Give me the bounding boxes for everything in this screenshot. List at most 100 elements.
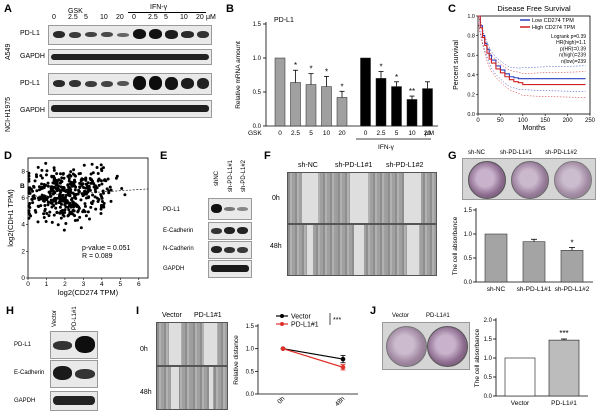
scatter-point <box>52 181 56 185</box>
series-line <box>282 348 344 368</box>
scatter-point <box>55 172 59 176</box>
scatter-point <box>35 189 39 193</box>
blot-a549-gapdh <box>48 49 212 65</box>
panel-label-b: B <box>226 3 234 15</box>
wound-image-0h-f <box>287 172 437 224</box>
scatter-point <box>78 215 82 219</box>
scatter-point <box>44 161 48 165</box>
scatter-point <box>99 212 103 216</box>
scatter-point <box>40 168 44 172</box>
scatter-point <box>82 208 86 212</box>
row-0h-i: 0h <box>140 346 148 353</box>
x-prefix-label: GSK <box>248 130 262 137</box>
scatter-point <box>70 181 74 185</box>
scatter-point <box>55 196 59 200</box>
y-tick-label: 1.5 <box>253 22 262 28</box>
stats-text: n(low)=239 <box>561 59 586 65</box>
lane-vector-h: Vector <box>52 309 58 327</box>
significance-mark: * <box>570 238 573 247</box>
scatter-point <box>69 174 73 178</box>
x-tick-label: 20 <box>424 130 432 137</box>
scatter-point <box>27 204 31 208</box>
dish-label-j-1: Vector <box>392 313 410 319</box>
colony-image-j <box>382 322 470 370</box>
y-tick-label: 4 <box>21 222 25 229</box>
scatter-point <box>91 171 95 175</box>
scatter-point <box>54 186 58 190</box>
x-tick-label: 0 <box>278 130 282 137</box>
confidence-band-upper <box>477 15 586 69</box>
regression-line <box>27 188 149 197</box>
x-tick-label: 48h <box>334 395 347 408</box>
scatter-point <box>93 195 97 199</box>
scatter-point <box>36 165 40 169</box>
bar <box>360 57 371 127</box>
scatter-point <box>72 205 76 209</box>
scatter-point <box>48 192 52 196</box>
lane-shpdl1-2: sh-PD-L1#2 <box>241 159 247 192</box>
scatter-point <box>79 226 83 230</box>
stats-text: n(high)=239 <box>559 53 586 59</box>
protein-label-h-pdl1: PD-L1 <box>14 342 32 348</box>
blot-h1975-pdl1 <box>48 73 212 95</box>
scatter-point <box>92 182 96 186</box>
scatter-point <box>28 202 32 206</box>
scatter-point <box>63 211 67 215</box>
y-tick-label: 0.0 <box>467 112 475 118</box>
scatter-point <box>60 176 64 180</box>
chart-b: PD-L1 0.0 0.5 1.0 1.5 Relative mRNA amount 0 * 2… <box>235 17 438 151</box>
x-tick-label: 0h <box>276 395 286 405</box>
stats-text: Logrank p=0.39 <box>551 34 586 40</box>
x-tick-label: 4 <box>100 281 104 288</box>
scatter-point <box>33 196 37 200</box>
panel-label-j: J <box>370 305 377 317</box>
chart-i: 0.0 0.5 1.0 1.5 Relative distance 0h 48h Vector… <box>233 313 358 408</box>
scatter-point <box>46 181 50 185</box>
scatter-point <box>42 182 46 186</box>
y-tick-label: 1.0 <box>484 356 493 362</box>
scatter-point <box>52 178 56 182</box>
scatter-point <box>100 196 104 200</box>
panel-label-f: F <box>264 150 271 162</box>
scatter-point <box>58 205 62 209</box>
significance-mark: * <box>340 82 343 91</box>
y-tick-label: 1.0 <box>246 347 255 353</box>
scatter-point <box>89 172 93 176</box>
scatter-point <box>87 217 91 221</box>
scatter-point <box>60 202 64 206</box>
scatter-point <box>115 174 119 178</box>
x-tick-label: 3 <box>82 281 86 288</box>
cell-line-h1975: NCI-H1975 <box>5 96 12 132</box>
y-tick-label: 1.0 <box>253 56 262 62</box>
dish-label-j-2: PD-L1#1 <box>426 313 450 319</box>
scatter-point <box>50 220 54 224</box>
y-tick-label: 0.4 <box>467 73 475 79</box>
row-48h-f: 48h <box>270 243 282 250</box>
scatter-point <box>81 182 85 186</box>
y-tick-label: 0.5 <box>246 369 255 375</box>
scatter-point <box>72 180 76 184</box>
chart-c: Disease Free Survival 0.0 0.2 0.4 0.6 0.8 1.0 0… <box>453 4 596 132</box>
blot-e-ecad <box>208 222 252 240</box>
scatter-point <box>84 214 88 218</box>
x-tick-label: PD-L1#1 <box>551 400 577 407</box>
scatter-point <box>27 171 31 175</box>
scatter-point <box>73 195 77 199</box>
y-axis-label: Relative distance <box>233 335 240 385</box>
y-tick-label: 2 <box>21 248 25 255</box>
scatter-point <box>46 200 50 204</box>
scatter-point <box>27 174 31 178</box>
scatter-point <box>42 185 46 189</box>
y-tick-label: 1.5 <box>246 324 255 330</box>
x-tick-label: 5 <box>395 130 399 137</box>
scatter-point <box>45 211 49 215</box>
dose-label: 2.5 <box>68 14 78 21</box>
scatter-point <box>67 208 71 212</box>
wound-image-48h-i <box>156 366 228 410</box>
x-tick-label: 250 <box>585 118 596 124</box>
scatter-point <box>94 185 98 189</box>
y-axis-label: Percent survival <box>453 40 460 90</box>
plot-frame <box>477 15 591 115</box>
x-tick-label: 0 <box>26 281 30 288</box>
y-tick-label: 1.5 <box>464 208 473 214</box>
